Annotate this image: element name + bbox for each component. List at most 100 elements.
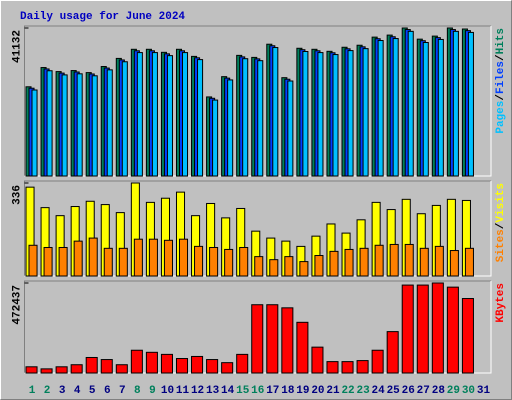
bar xyxy=(85,356,98,374)
x-tick-label: 3 xyxy=(59,385,66,397)
x-tick-label: 15 xyxy=(236,385,250,397)
panel-border xyxy=(24,280,491,373)
x-tick-label: 30 xyxy=(462,385,475,397)
bar xyxy=(221,362,234,374)
bar xyxy=(341,361,354,374)
bar xyxy=(281,307,294,374)
legend-entry: KBytes xyxy=(495,283,507,323)
bar xyxy=(374,244,384,277)
bar xyxy=(46,70,53,177)
bar xyxy=(269,259,279,277)
x-tick-label: 19 xyxy=(296,385,309,397)
bar xyxy=(287,80,294,177)
x-tick-label: 1 xyxy=(29,385,36,397)
bar xyxy=(227,79,234,177)
bar xyxy=(401,284,414,374)
bar xyxy=(76,73,83,177)
bar xyxy=(25,366,38,374)
bar xyxy=(28,244,38,277)
x-tick-label: 16 xyxy=(251,385,264,397)
x-tick-label: 26 xyxy=(402,385,415,397)
x-tick-label: 24 xyxy=(372,385,386,397)
bar xyxy=(31,89,38,177)
legend-entry: Sites xyxy=(495,229,507,262)
y-tick-label: 472437 xyxy=(12,285,24,325)
bar xyxy=(356,360,369,374)
legend-entry: Visits xyxy=(495,183,507,223)
x-tick-label: 9 xyxy=(149,385,156,397)
bar xyxy=(389,243,399,277)
bar xyxy=(191,355,204,374)
bar xyxy=(194,245,204,277)
x-tick-label: 13 xyxy=(206,385,220,397)
bar xyxy=(404,243,414,277)
legend-separator: / xyxy=(495,222,507,229)
x-tick-label: 23 xyxy=(356,385,370,397)
bar xyxy=(332,54,339,177)
bar xyxy=(133,238,143,277)
bar xyxy=(272,47,279,177)
x-tick-label: 21 xyxy=(326,385,340,397)
bar xyxy=(145,351,158,374)
legend-separator: / xyxy=(495,54,507,61)
panel-border xyxy=(24,180,491,276)
bar xyxy=(317,52,324,177)
bar xyxy=(434,245,444,277)
bar xyxy=(359,247,369,277)
legend-entry: Files xyxy=(495,61,507,94)
bar xyxy=(296,321,309,374)
bar xyxy=(386,331,399,374)
y-tick-label: 336 xyxy=(12,185,24,205)
bar xyxy=(43,246,53,277)
bar xyxy=(431,282,444,374)
bar xyxy=(136,52,143,177)
bar xyxy=(452,30,459,177)
bar xyxy=(121,61,128,177)
bar xyxy=(302,51,309,177)
bar xyxy=(115,364,128,374)
x-tick-label: 18 xyxy=(281,385,295,397)
bar xyxy=(446,286,459,374)
bar xyxy=(284,256,294,277)
bar xyxy=(91,75,98,177)
bar xyxy=(239,246,249,277)
legend-separator: / xyxy=(495,94,507,101)
bar xyxy=(197,59,204,177)
bar xyxy=(224,248,234,277)
bar xyxy=(58,246,68,277)
chart-title: Daily usage for June 2024 xyxy=(20,11,185,23)
bar xyxy=(392,38,399,177)
bar xyxy=(148,238,158,277)
legend: Pages/Files/Hits xyxy=(495,28,507,134)
bar xyxy=(151,52,158,177)
bar xyxy=(118,247,128,277)
bar xyxy=(344,248,354,277)
bar xyxy=(449,250,459,277)
bar xyxy=(461,298,474,374)
bar xyxy=(257,60,264,177)
bar xyxy=(55,366,68,374)
bar xyxy=(254,256,264,277)
bar xyxy=(242,58,249,177)
bar xyxy=(103,247,113,277)
legend-entry: Pages xyxy=(495,101,507,134)
legend: KBytes xyxy=(495,283,507,323)
bar xyxy=(209,246,219,277)
x-tick-label: 14 xyxy=(221,385,235,397)
bar xyxy=(422,42,429,177)
x-tick-label: 12 xyxy=(191,385,204,397)
bar xyxy=(266,304,279,374)
bar xyxy=(160,353,173,374)
x-tick-label: 20 xyxy=(311,385,324,397)
x-tick-label: 27 xyxy=(417,385,430,397)
x-tick-label: 10 xyxy=(161,385,174,397)
bar xyxy=(299,261,309,277)
legend-entry: Hits xyxy=(495,28,507,54)
bar xyxy=(467,31,474,177)
y-tick-label: 41132 xyxy=(12,30,24,63)
bar xyxy=(326,361,339,374)
bar xyxy=(166,55,173,177)
bar xyxy=(61,74,68,177)
